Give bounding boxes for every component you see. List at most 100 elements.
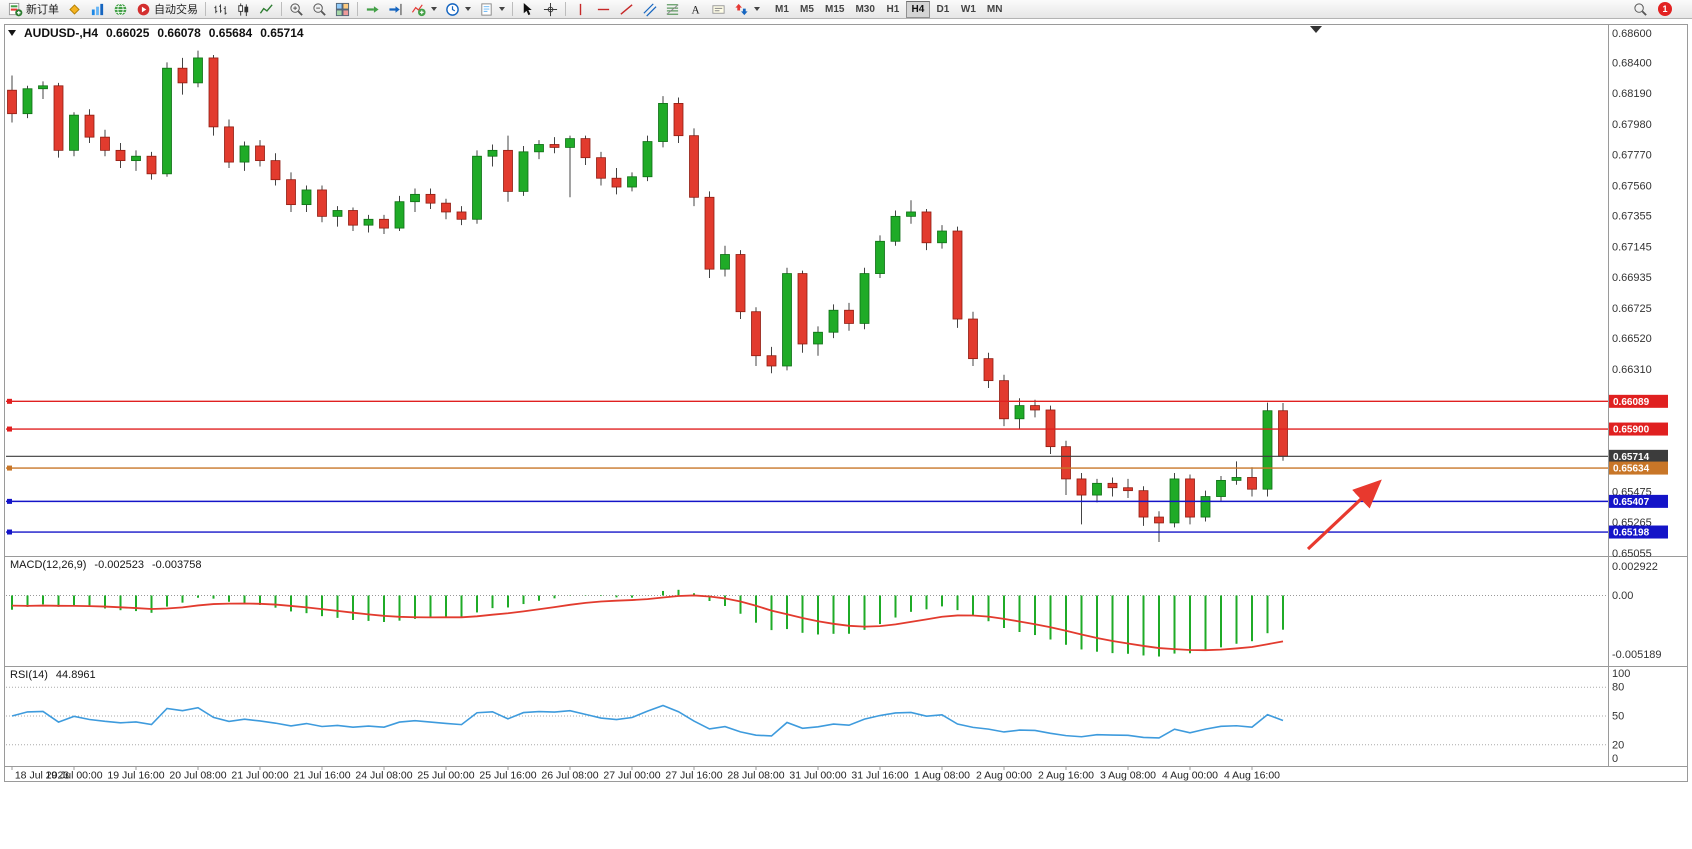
price-axis[interactable]: 0.68600 0.68400 0.68190 0.67980 0.67770 0.675…: [1612, 28, 1652, 560]
arrows-button[interactable]: [730, 1, 764, 18]
candle-chart-mode-button[interactable]: [232, 1, 255, 18]
text-label-button[interactable]: [707, 1, 730, 18]
svg-text:0.65714: 0.65714: [1613, 452, 1650, 463]
rsi-line: [11, 704, 1284, 739]
text-icon: A: [688, 2, 703, 17]
svg-text:0.00: 0.00: [1612, 590, 1633, 602]
toolbar-right-buttons: [1629, 1, 1652, 18]
bar-chart-mode-button[interactable]: [209, 1, 232, 18]
cursor-button[interactable]: [516, 1, 539, 18]
webtrader-button[interactable]: [109, 1, 132, 18]
svg-text:25 Jul 16:00: 25 Jul 16:00: [479, 770, 536, 782]
notification-badge[interactable]: 1: [1658, 2, 1672, 16]
new-order-label: 新订单: [26, 4, 59, 16]
svg-text:4 Aug 00:00: 4 Aug 00:00: [1162, 770, 1218, 782]
trend-arrow-annotation[interactable]: [1306, 479, 1382, 551]
svg-text:A: A: [691, 4, 700, 16]
svg-text:100: 100: [1612, 668, 1630, 680]
chevron-down-icon[interactable]: [499, 7, 505, 11]
periods-button[interactable]: [441, 1, 475, 18]
new-order-icon: [8, 2, 23, 17]
line-chart-mode-button[interactable]: [255, 1, 278, 18]
chevron-down-icon[interactable]: [754, 7, 760, 11]
arrows-icon: [734, 2, 749, 17]
svg-text:0.68190: 0.68190: [1612, 88, 1652, 100]
auto-scroll-button[interactable]: [361, 1, 384, 18]
svg-text:0: 0: [1612, 753, 1618, 765]
rsi-label: RSI(14) 44.8961: [10, 669, 96, 681]
templates-button[interactable]: [475, 1, 509, 18]
channel-icon: [642, 2, 657, 17]
toolbar: 新订单 自动交易 A M1 M5 M15 M30 H1 H4 D1 W1 MN 1: [0, 0, 1692, 19]
svg-text:24 Jul 08:00: 24 Jul 08:00: [355, 770, 412, 782]
timeframe-m5-button[interactable]: M5: [795, 1, 819, 18]
toolbar-right-group: 1: [1629, 1, 1688, 18]
fibonacci-button[interactable]: [661, 1, 684, 18]
timeframe-m1-button[interactable]: M1: [770, 1, 794, 18]
macd-signal-value: -0.003758: [151, 559, 202, 571]
charts-button[interactable]: [86, 1, 109, 18]
macd-signal-line: [11, 594, 1284, 652]
toolbar-separator: [281, 2, 282, 16]
autotrade-icon: [136, 2, 151, 17]
trendline-button[interactable]: [615, 1, 638, 18]
chevron-down-icon[interactable]: [431, 7, 437, 11]
svg-text:0.66725: 0.66725: [1612, 303, 1652, 315]
horizontal-line-object[interactable]: [6, 498, 1608, 504]
candlestick-series: [7, 50, 1288, 542]
timeframe-h1-button[interactable]: H1: [881, 1, 905, 18]
horizontal-line-object[interactable]: [6, 398, 1608, 404]
zoom-out-icon: [312, 2, 327, 17]
timeframe-m30-button[interactable]: M30: [850, 1, 879, 18]
chart-shift-marker-icon[interactable]: [1310, 26, 1322, 33]
diamond-icon: [67, 2, 82, 17]
tile-windows-button[interactable]: [331, 1, 354, 18]
toolbar-separator: [565, 2, 566, 16]
zoom-out-button[interactable]: [308, 1, 331, 18]
crosshair-button[interactable]: [539, 1, 562, 18]
indicators-button[interactable]: [407, 1, 441, 18]
svg-text:19 Jul 16:00: 19 Jul 16:00: [107, 770, 164, 782]
line-chart-icon: [259, 2, 274, 17]
equidistant-channel-button[interactable]: [638, 1, 661, 18]
template-icon: [479, 2, 494, 17]
macd-axis[interactable]: 0.002922 0.00 -0.005189: [1612, 561, 1662, 661]
svg-text:4 Aug 16:00: 4 Aug 16:00: [1224, 770, 1280, 782]
svg-text:80: 80: [1612, 682, 1624, 694]
timeframe-h4-button[interactable]: H4: [905, 0, 930, 18]
zoom-in-button[interactable]: [285, 1, 308, 18]
toolbar-separator: [357, 2, 358, 16]
vertical-line-button[interactable]: [569, 1, 592, 18]
text-button[interactable]: A: [684, 1, 707, 18]
svg-text:31 Jul 16:00: 31 Jul 16:00: [851, 770, 908, 782]
rsi-axis[interactable]: 100 80 50 20 0: [1612, 668, 1630, 765]
chevron-down-icon[interactable]: [8, 30, 16, 36]
price-tag: 0.66089: [1609, 394, 1668, 408]
chevron-down-icon[interactable]: [465, 7, 471, 11]
new-order-button[interactable]: 新订单: [4, 1, 63, 18]
horizontal-line-button[interactable]: [592, 1, 615, 18]
toolbar-separator: [205, 2, 206, 16]
timeframe-mn-button[interactable]: MN: [982, 1, 1008, 18]
timeframe-group: M1 M5 M15 M30 H1 H4 D1 W1 MN: [770, 0, 1008, 18]
horizontal-line-object[interactable]: [6, 529, 1608, 535]
trendline-icon: [619, 2, 634, 17]
horizontal-line-object[interactable]: [6, 465, 1608, 471]
symbol-search-button[interactable]: [1629, 1, 1652, 18]
timeframe-w1-button[interactable]: W1: [956, 1, 981, 18]
mql-community-button[interactable]: [63, 1, 86, 18]
chart-shift-button[interactable]: [384, 1, 407, 18]
autotrading-button[interactable]: 自动交易: [132, 1, 202, 18]
svg-text:0.65407: 0.65407: [1613, 497, 1650, 508]
autotrading-label: 自动交易: [154, 4, 198, 16]
timeframe-d1-button[interactable]: D1: [931, 1, 955, 18]
timeframe-m15-button[interactable]: M15: [820, 1, 849, 18]
svg-text:2 Aug 16:00: 2 Aug 16:00: [1038, 770, 1094, 782]
horizontal-line-object[interactable]: [6, 426, 1608, 432]
rsi-panel: [6, 686, 1608, 746]
svg-text:0.67980: 0.67980: [1612, 119, 1652, 131]
zoom-in-icon: [289, 2, 304, 17]
